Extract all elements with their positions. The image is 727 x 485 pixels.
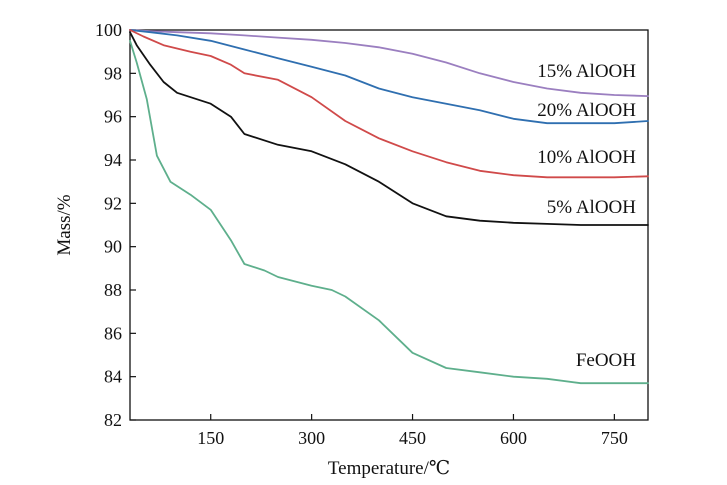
series-label: 10% AlOOH: [537, 147, 636, 168]
series-label: 5% AlOOH: [547, 197, 636, 218]
series-labels: 15% AlOOH 20% AlOOH 10% AlOOH 5% AlOOH FeOOH: [537, 61, 636, 371]
series-line-10-alooh: [129, 29, 649, 179]
y-tick-label: 100: [95, 20, 122, 40]
y-tick-label: 82: [104, 410, 122, 430]
x-tick-label: 300: [298, 428, 325, 448]
series-lines: [129, 29, 649, 385]
y-tick-label: 98: [104, 63, 122, 83]
y-tick-label: 84: [104, 367, 122, 387]
y-tick-label: 94: [104, 150, 122, 170]
y-tick-label: 90: [104, 237, 122, 257]
x-tick-label: 750: [601, 428, 628, 448]
y-axis-title: Mass/%: [54, 194, 75, 255]
x-tick-label: 150: [197, 428, 224, 448]
series-label: 20% AlOOH: [537, 100, 636, 121]
x-tick-label: 450: [399, 428, 426, 448]
axis-ticks: 150 300 450 600 750 82 84 86 88 90 92 94 96 98 100: [95, 20, 628, 448]
y-tick-label: 86: [104, 323, 122, 343]
x-tick-label: 600: [500, 428, 527, 448]
series-line-5-alooh: [129, 31, 649, 226]
series-line-15-alooh: [129, 29, 649, 97]
series-label: 15% AlOOH: [537, 61, 636, 82]
series-line-feooh: [129, 39, 649, 385]
y-tick-label: 92: [104, 193, 122, 213]
y-tick-label: 96: [104, 107, 122, 127]
series-label: FeOOH: [576, 350, 636, 371]
y-tick-label: 88: [104, 280, 122, 300]
series-line-20-alooh: [129, 29, 649, 125]
x-axis-title: Temperature/℃: [328, 458, 450, 479]
